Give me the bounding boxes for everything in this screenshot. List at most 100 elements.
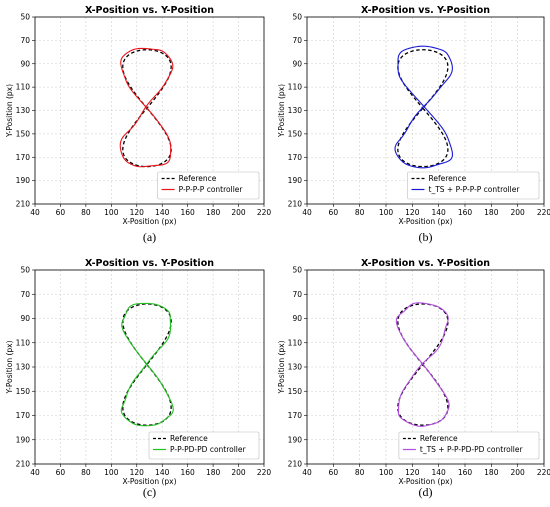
y-tick-label: 130 bbox=[16, 363, 31, 372]
x-axis-label: X-Position (px) bbox=[398, 217, 452, 226]
x-tick-label: 200 bbox=[511, 468, 526, 477]
x-tick-label: 40 bbox=[302, 468, 312, 477]
y-tick-label: 150 bbox=[288, 387, 303, 396]
legend-box bbox=[157, 171, 260, 200]
chart-panel-c: 40 60 80 100 120 140 160 180 200 220 50 70 90 110 130 1… bbox=[5, 258, 271, 499]
y-tick-label: 130 bbox=[288, 106, 303, 115]
y-tick-label: 190 bbox=[288, 435, 303, 444]
y-tick-label: 170 bbox=[16, 153, 31, 162]
y-tick-label: 90 bbox=[292, 59, 302, 68]
panel-caption: (c) bbox=[143, 485, 156, 499]
y-tick-label: 90 bbox=[20, 314, 30, 323]
x-tick-label: 80 bbox=[81, 468, 91, 477]
controller-trajectory-line bbox=[394, 45, 454, 169]
legend-entry-label: Reference bbox=[429, 174, 467, 183]
chart-panel-a: 40 60 80 100 120 140 160 180 200 220 50 70 90 110 130 1… bbox=[5, 5, 271, 244]
x-tick-label: 40 bbox=[30, 468, 40, 477]
chart-title: X-Position vs. Y-Position bbox=[85, 5, 214, 16]
y-tick-label: 50 bbox=[20, 13, 30, 22]
y-tick-label: 70 bbox=[292, 36, 302, 45]
controller-trajectory-line bbox=[119, 47, 174, 168]
chart-title: X-Position vs. Y-Position bbox=[361, 5, 490, 16]
x-tick-label: 220 bbox=[537, 208, 550, 217]
x-tick-label: 160 bbox=[181, 468, 196, 477]
y-tick-label: 170 bbox=[288, 411, 303, 420]
x-tick-label: 120 bbox=[130, 208, 145, 217]
x-tick-label: 40 bbox=[30, 208, 40, 217]
x-tick-label: 180 bbox=[484, 468, 499, 477]
x-tick-label: 80 bbox=[355, 468, 365, 477]
x-tick-label: 80 bbox=[355, 208, 365, 217]
x-tick-label: 120 bbox=[405, 468, 420, 477]
legend-entry-label: P-P-P-P controller bbox=[179, 185, 244, 194]
x-axis-label: X-Position (px) bbox=[122, 217, 176, 226]
y-axis-label: Y-Position (px) bbox=[5, 340, 14, 394]
y-tick-label: 90 bbox=[20, 59, 30, 68]
x-tick-label: 200 bbox=[231, 468, 246, 477]
y-tick-label: 190 bbox=[288, 176, 303, 185]
x-tick-label: 120 bbox=[130, 468, 145, 477]
legend-box bbox=[407, 171, 540, 200]
legend-entry-label: P-P-PD-PD controller bbox=[170, 445, 247, 454]
panel-caption: (a) bbox=[143, 230, 156, 244]
y-tick-label: 110 bbox=[288, 338, 303, 347]
y-axis-label: Y-Position (px) bbox=[277, 340, 286, 394]
legend: Reference P-P-PD-PD controller bbox=[148, 431, 260, 460]
y-tick-label: 50 bbox=[292, 13, 302, 22]
y-tick-label: 210 bbox=[16, 200, 31, 209]
legend-entry-label: Reference bbox=[179, 174, 217, 183]
x-tick-label: 160 bbox=[181, 208, 196, 217]
x-tick-label: 140 bbox=[432, 208, 447, 217]
panel-caption: (b) bbox=[419, 230, 433, 244]
x-tick-label: 180 bbox=[206, 468, 221, 477]
legend: Reference P-P-P-P controller bbox=[157, 171, 260, 200]
x-tick-label: 160 bbox=[458, 468, 473, 477]
y-tick-label: 150 bbox=[288, 129, 303, 138]
y-tick-label: 130 bbox=[288, 363, 303, 372]
y-axis-label: Y-Position (px) bbox=[5, 84, 14, 138]
panel-caption: (d) bbox=[419, 485, 433, 499]
y-tick-label: 110 bbox=[288, 83, 303, 92]
y-tick-label: 190 bbox=[16, 176, 31, 185]
y-tick-label: 210 bbox=[288, 460, 303, 469]
y-tick-label: 70 bbox=[292, 290, 302, 299]
x-axis-label: X-Position (px) bbox=[122, 477, 176, 486]
x-tick-label: 100 bbox=[104, 468, 119, 477]
x-tick-label: 60 bbox=[329, 468, 339, 477]
y-tick-label: 130 bbox=[16, 106, 31, 115]
x-tick-label: 60 bbox=[56, 468, 66, 477]
x-tick-label: 160 bbox=[458, 208, 473, 217]
y-tick-label: 210 bbox=[16, 460, 31, 469]
x-tick-label: 40 bbox=[302, 208, 312, 217]
legend-entry-label: t_TS + P-P-PD-PD controller bbox=[420, 445, 524, 454]
y-tick-label: 150 bbox=[16, 129, 31, 138]
x-tick-label: 180 bbox=[484, 208, 499, 217]
x-tick-label: 80 bbox=[81, 208, 91, 217]
controller-trajectory-line bbox=[120, 302, 174, 427]
y-tick-label: 50 bbox=[20, 266, 30, 275]
legend-box bbox=[148, 431, 260, 460]
y-tick-label: 70 bbox=[20, 290, 30, 299]
y-tick-label: 190 bbox=[16, 435, 31, 444]
y-tick-label: 90 bbox=[292, 314, 302, 323]
y-tick-label: 50 bbox=[292, 266, 302, 275]
x-tick-label: 180 bbox=[206, 208, 221, 217]
chart-title: X-Position vs. Y-Position bbox=[85, 258, 214, 269]
x-tick-label: 140 bbox=[155, 468, 170, 477]
legend-box bbox=[398, 431, 540, 460]
chart-panel-d: 40 60 80 100 120 140 160 180 200 220 50 70 90 110 130 1… bbox=[277, 258, 550, 499]
controller-trajectory-line bbox=[395, 302, 450, 427]
y-tick-label: 170 bbox=[288, 153, 303, 162]
y-tick-label: 210 bbox=[288, 200, 303, 209]
x-tick-label: 220 bbox=[257, 468, 272, 477]
x-tick-label: 60 bbox=[329, 208, 339, 217]
x-tick-label: 100 bbox=[379, 468, 394, 477]
x-tick-label: 120 bbox=[405, 208, 420, 217]
x-tick-label: 100 bbox=[379, 208, 394, 217]
y-tick-label: 110 bbox=[16, 83, 31, 92]
y-tick-label: 110 bbox=[16, 338, 31, 347]
legend: Reference t_TS + P-P-PD-PD controller bbox=[398, 431, 540, 460]
x-tick-label: 220 bbox=[537, 468, 550, 477]
x-tick-label: 140 bbox=[432, 468, 447, 477]
